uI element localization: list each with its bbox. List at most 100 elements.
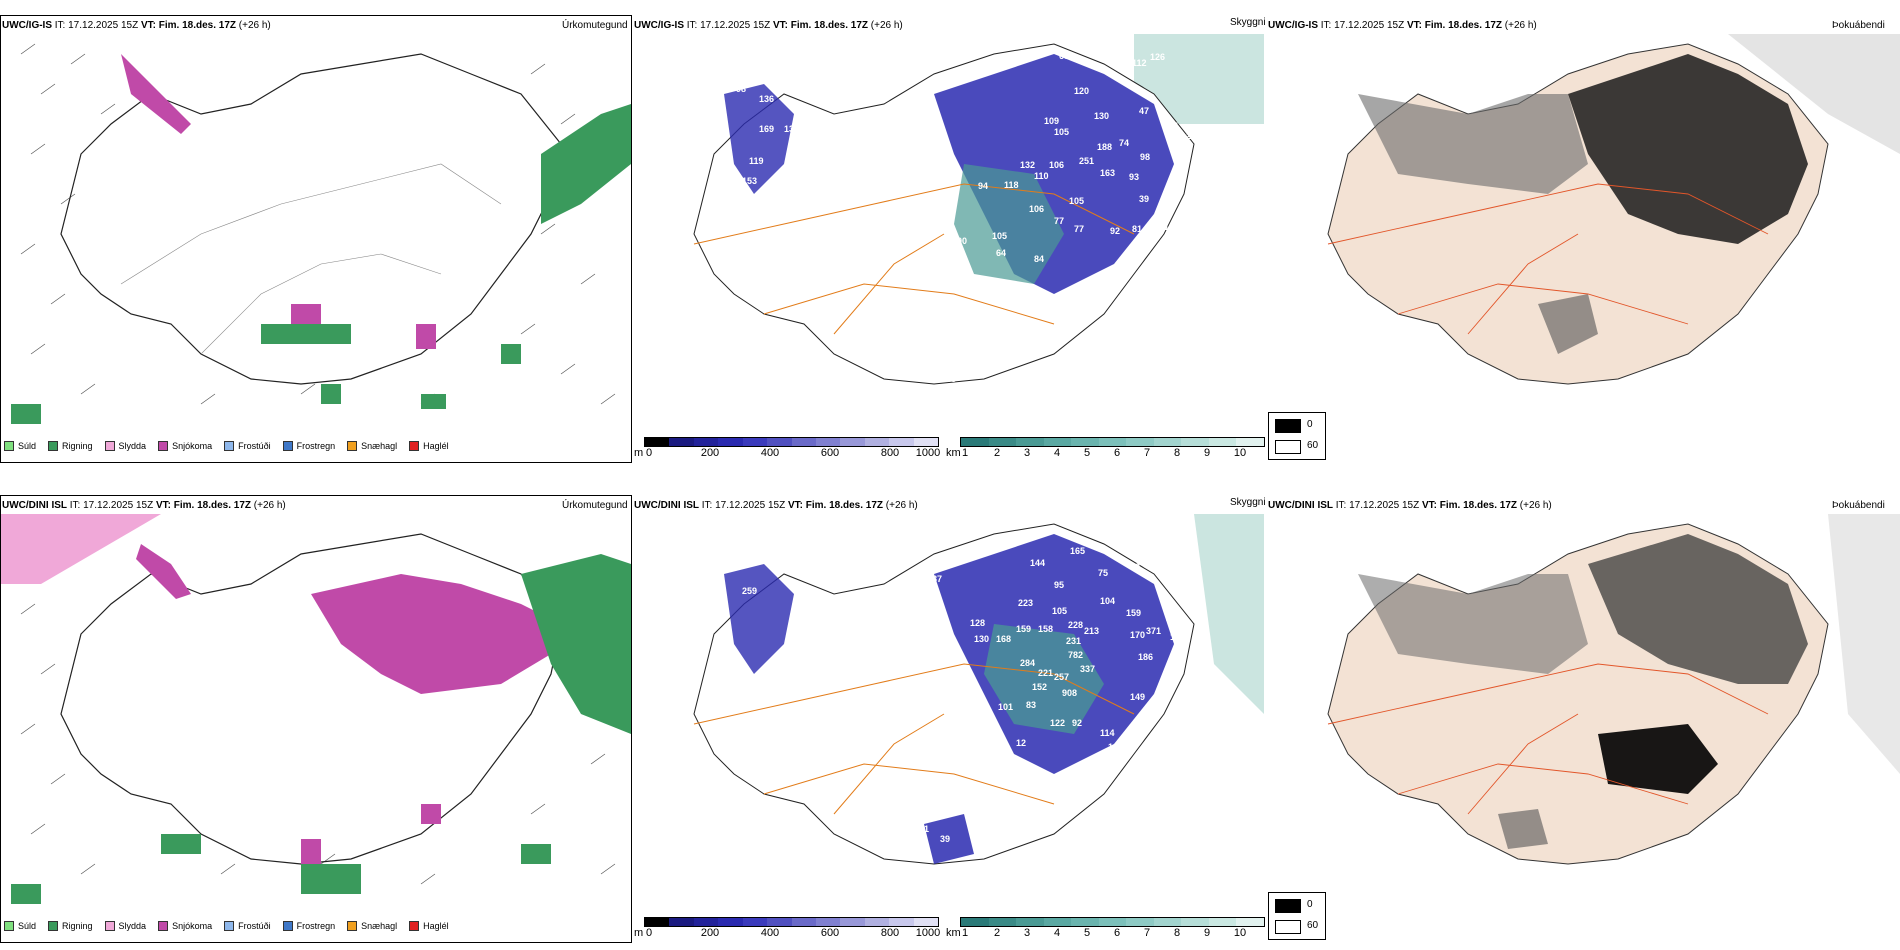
fog-swatch-max <box>1275 440 1301 454</box>
ceiling-label: 371 <box>1146 626 1161 636</box>
legend-item-sudl: Súld <box>4 441 36 451</box>
ceiling-label: 213 <box>1084 626 1099 636</box>
product-label-precip-1: Úrkomutegund <box>562 20 628 31</box>
legend-swatch <box>347 921 358 931</box>
fog-grey-south <box>1538 294 1598 354</box>
ceiling-label: 149 <box>934 806 949 816</box>
legend-item-slydda: Slydda <box>104 441 146 451</box>
ceiling-label: 163 <box>1100 168 1115 178</box>
ceiling-label: 166 <box>896 678 911 688</box>
product-label-vis-2: Skyggni <box>1230 497 1266 508</box>
ceiling-label: 69 <box>1112 266 1122 276</box>
legend-item-snjokoma: Snjókoma <box>158 441 212 451</box>
ceiling-label: 104 <box>1164 222 1179 232</box>
ceiling-label: 109 <box>1044 116 1059 126</box>
legend-item-haglel: Haglél <box>409 441 449 451</box>
rain-areas <box>11 834 551 904</box>
ceiling-label: 101 <box>998 702 1013 712</box>
ceiling-label: 92 <box>1110 226 1120 236</box>
iceland-outline <box>60 533 562 865</box>
ceiling-label: 136 <box>759 94 774 104</box>
ceiling-label: 95 <box>1054 580 1064 590</box>
ceiling-area-west <box>724 564 794 674</box>
ceiling-label: 101 <box>914 824 929 834</box>
ceiling-label: 54 <box>924 369 934 379</box>
ceiling-label: 127 <box>724 561 739 571</box>
ceiling-label: 908 <box>1062 688 1077 698</box>
ceiling-label: 105 <box>992 231 1007 241</box>
ceiling-label: 168 <box>996 634 1011 644</box>
ceiling-label: 159 <box>1016 624 1031 634</box>
ceiling-label: 153 <box>742 176 757 186</box>
ceiling-label: 259 <box>742 586 757 596</box>
map-frame-precip-1 <box>0 15 632 463</box>
ceiling-label: 125 <box>1108 742 1123 752</box>
fog-map-2 <box>1327 514 1900 865</box>
fog-map-1 <box>1327 34 1900 385</box>
rain-area-east <box>521 554 631 734</box>
ceiling-label: 73 <box>1062 326 1072 336</box>
product-label-precip-2: Úrkomutegund <box>562 500 628 511</box>
vis-area <box>954 164 1064 284</box>
ceiling-label: 126 <box>1150 52 1165 62</box>
vis-unit-1: km <box>946 447 961 459</box>
ceiling-label: 251 <box>1079 156 1094 166</box>
ceiling-label: 107 <box>900 592 915 602</box>
ceiling-label: 165 <box>1070 546 1085 556</box>
fog-swatch-min <box>1275 899 1301 913</box>
ceiling-area-west <box>724 84 794 194</box>
rain-areas <box>11 104 631 424</box>
row-2: UWC/DINI ISL IT: 17.12.2025 15Z VT: Fim.… <box>0 480 1900 950</box>
ceiling-label: 120 <box>1074 86 1089 96</box>
legend-swatch <box>48 921 59 931</box>
ceiling-label: 207 <box>884 128 899 138</box>
ceiling-label: 159 <box>1126 608 1141 618</box>
visibility-map-2: 165 127 144 75 93 259 74 87 95 104 107 1… <box>693 514 1264 865</box>
ceiling-label: 223 <box>1018 598 1033 608</box>
ceiling-label: 122 <box>1050 718 1065 728</box>
ceiling-colorbar-2 <box>644 917 939 927</box>
ceiling-label: 105 <box>1069 196 1084 206</box>
fog-swatch-max <box>1275 920 1301 934</box>
ceiling-label: 104 <box>1100 596 1115 606</box>
legend-swatch <box>224 441 235 451</box>
legend-item-frostregn: Frostregn <box>282 441 335 451</box>
ceiling-label: 84 <box>1034 254 1044 264</box>
precip-legend-2: Súld Rigning Slydda Snjókoma Frostúði Fr… <box>4 918 461 934</box>
legend-item-snaehagl: Snæhagl <box>347 921 397 931</box>
ceiling-label: 631 <box>1059 51 1074 61</box>
ceiling-label: 39 <box>1139 194 1149 204</box>
panel-title-fog-2: UWC/DINI ISL IT: 17.12.2025 15Z VT: Fim.… <box>1268 500 1552 511</box>
precip-legend-1: Súld Rigning Slydda Snjókoma Frostúði Fr… <box>4 438 461 454</box>
fog-grey <box>1358 574 1588 674</box>
snow-areas <box>301 804 441 864</box>
ceiling-label: 132 <box>1020 160 1035 170</box>
ceiling-label: 67 <box>944 356 954 366</box>
legend-item-sudl: Súld <box>4 921 36 931</box>
ceiling-unit-2: m <box>634 927 644 939</box>
map-frame-precip-2 <box>0 495 632 943</box>
panel-title-precip-2: UWC/DINI ISL IT: 17.12.2025 15Z VT: Fim.… <box>2 500 286 511</box>
fog-dark-north <box>1568 54 1808 244</box>
legend-swatch <box>409 441 420 451</box>
visibility-map-1: 631 112 126 98 136 120 130 47 131 237 16… <box>693 34 1264 402</box>
ceiling-colorbar-1 <box>644 437 939 447</box>
legend-item-snaehagl: Snæhagl <box>347 441 397 451</box>
fog-black-central <box>1598 724 1718 794</box>
vis-area-central <box>984 624 1104 734</box>
ceiling-label: 105 <box>1052 606 1067 616</box>
product-label-vis-1: Skyggni <box>1230 17 1266 28</box>
ceiling-label: 119 <box>749 156 764 166</box>
snow-area-nw <box>136 544 191 599</box>
ceiling-label: 112 <box>1132 58 1147 68</box>
legend-swatch <box>48 441 59 451</box>
ceiling-label: 130 <box>974 634 989 644</box>
roads <box>1327 663 1769 815</box>
ceiling-label: 114 <box>1100 728 1115 738</box>
ceiling-label: 188 <box>1097 142 1112 152</box>
legend-swatch <box>158 921 169 931</box>
ceiling-label: 47 <box>1139 106 1149 116</box>
ceiling-label: 77 <box>1074 224 1084 234</box>
product-label-fog-2: Þokuábendi <box>1832 500 1885 511</box>
ceiling-label: 62 <box>944 392 954 402</box>
